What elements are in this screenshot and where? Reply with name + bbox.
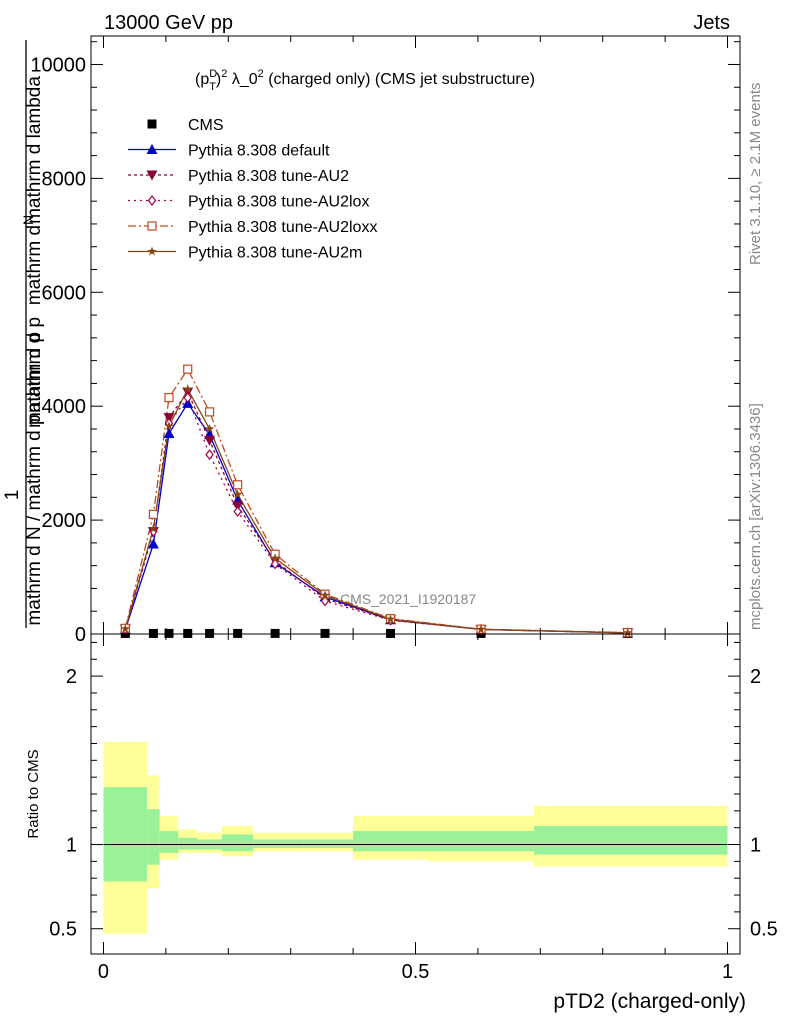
ratio-bands <box>103 741 728 934</box>
ratio-ytick-label: 2 <box>66 666 77 688</box>
ratio-ytick-label-right: 2 <box>750 666 761 688</box>
x-axis: 0 0.5 1 <box>98 961 733 983</box>
ylabel-numerator-dp: mathrm d p <box>24 317 45 413</box>
ylabel-numerator: mathrm dN <box>20 215 45 305</box>
chart-title: (pD T)2 λ_02 (charged only) (CMS jet subs… <box>195 68 535 93</box>
data-point <box>183 628 193 638</box>
data-point <box>147 538 159 549</box>
ratio-ytick-label: 1 <box>66 835 77 857</box>
ratio-band-inner <box>534 826 728 855</box>
ytick-label: 0 <box>75 624 86 646</box>
legend-label: Pythia 8.308 tune-AU2 <box>188 168 349 185</box>
data-point <box>205 449 214 461</box>
ratio-frame <box>90 633 741 955</box>
ratio-panel: 0.5 0.5 1 1 2 2 Ratio to CMS <box>25 633 778 955</box>
data-point <box>385 614 396 624</box>
data-point <box>164 421 174 431</box>
data-point <box>232 489 243 499</box>
watermark: CMS_2021_I1920187 <box>340 591 476 607</box>
ytick-label: 2000 <box>42 510 87 532</box>
rivet-label: Rivet 3.1.10, ≥ 2.1M events <box>747 83 764 266</box>
ratio-band-inner <box>253 839 304 848</box>
main-markers <box>119 364 634 639</box>
data-point <box>233 506 242 518</box>
data-point <box>233 628 243 638</box>
data-point <box>183 384 193 394</box>
ylabel-one: 1 <box>2 490 23 501</box>
legend-label: Pythia 8.308 default <box>188 143 330 160</box>
data-point <box>204 424 215 433</box>
legend-label: Pythia 8.308 tune-AU2lox <box>188 194 369 211</box>
ratio-band-inner <box>159 831 179 853</box>
ratio-band-inner <box>353 831 428 852</box>
ytick-label: 4000 <box>42 396 87 418</box>
legend-marker <box>146 144 158 154</box>
xtick-label: 0.5 <box>402 961 430 983</box>
data-point <box>205 628 215 638</box>
ratio-ticks: 0.5 0.5 1 1 2 2 <box>49 634 778 954</box>
data-point <box>476 624 486 634</box>
data-point <box>163 428 175 439</box>
ratio-band-inner <box>147 809 160 865</box>
x-axis-label: pTD2 (charged-only) <box>553 990 746 1013</box>
data-point <box>204 435 216 446</box>
data-point <box>204 407 215 417</box>
ratio-band-inner <box>427 831 535 852</box>
data-point <box>120 623 131 633</box>
data-point <box>320 628 330 638</box>
ratio-ytick-label-right: 1 <box>750 835 761 857</box>
legend-marker <box>147 221 157 231</box>
data-point <box>183 392 192 404</box>
y-axis-label: mathrm dN mathrm d lambda mathrm d p 1 m… <box>2 40 45 628</box>
data-point <box>164 393 174 403</box>
data-point <box>148 628 158 638</box>
ratio-ylabel: Ratio to CMS <box>25 749 42 838</box>
ratio-band-inner <box>178 837 198 850</box>
data-point <box>148 509 159 519</box>
data-point <box>233 480 243 490</box>
ratio-ytick-label-right: 0.5 <box>750 919 778 941</box>
ylabel-numerator-lambda: mathrm d lambda <box>24 76 45 224</box>
ratio-ytick-label: 0.5 <box>49 919 77 941</box>
data-point <box>270 558 280 570</box>
ytick-label: 10000 <box>30 54 86 76</box>
data-point <box>320 590 330 600</box>
ratio-band-inner <box>303 839 354 848</box>
legend-marker <box>147 195 157 206</box>
data-point <box>270 628 280 638</box>
legend-label: CMS <box>188 117 224 134</box>
legend-label: Pythia 8.308 tune-AU2m <box>188 245 362 262</box>
ylabel-denominator: mathrm d N / mathrm d p <box>24 414 45 625</box>
header-left: 13000 GeV pp <box>104 12 233 34</box>
legend-label: Pythia 8.308 tune-AU2loxx <box>188 219 377 236</box>
data-point <box>164 628 174 638</box>
mcplots-label: mcplots.cern.ch [arXiv:1306.3436] <box>747 403 764 630</box>
legend-marker <box>147 119 157 129</box>
main-panel: CMS_2021_I1920187 0 2000 4000 6000 8000 10000 <box>30 35 741 646</box>
legend: CMS Pythia 8.308 default Pythia 8.308 tune… <box>128 117 377 262</box>
ratio-band-inner <box>222 834 254 852</box>
legend-marker <box>147 246 157 256</box>
data-point <box>183 364 193 374</box>
header-right: Jets <box>693 12 730 34</box>
ratio-band-inner <box>103 787 148 882</box>
ylabel-denominator-dp: mathrm d p <box>24 332 45 428</box>
data-point <box>622 627 633 637</box>
xtick-label: 0 <box>98 961 109 983</box>
legend-marker <box>146 170 158 181</box>
data-point <box>148 523 159 533</box>
data-point <box>386 628 396 638</box>
ytick-label: 8000 <box>42 168 87 190</box>
data-point <box>270 553 280 563</box>
ytick-label: 6000 <box>42 282 87 304</box>
main-ticks: 0 2000 4000 6000 8000 10000 <box>30 36 740 646</box>
xtick-label: 1 <box>722 961 733 983</box>
